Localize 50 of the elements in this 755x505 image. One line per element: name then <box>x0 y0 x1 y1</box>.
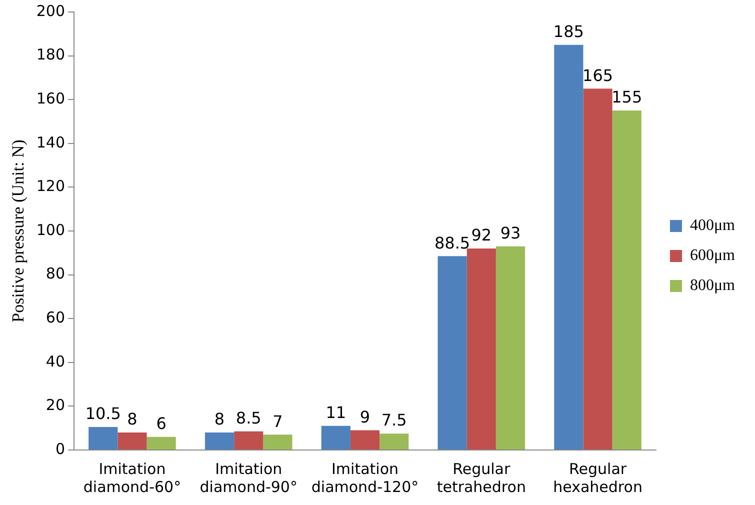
data-label: 9 <box>360 407 370 426</box>
data-label: 92 <box>471 226 492 245</box>
y-axis-title: Positive pressure (Unit: N) <box>8 140 28 322</box>
y-tick-label: 140 <box>36 133 66 152</box>
data-label: 11 <box>326 403 346 422</box>
y-tick-label: 60 <box>46 308 66 326</box>
bar <box>118 432 147 450</box>
bar <box>438 256 467 450</box>
data-label: 8.5 <box>236 408 262 428</box>
y-tick-label: 120 <box>36 177 66 196</box>
y-tick-label: 40 <box>46 352 66 370</box>
bar <box>554 44 584 450</box>
data-label: 93 <box>500 223 521 242</box>
y-tick-label: 160 <box>36 89 66 108</box>
x-tick-label: Imitation diamond-90° <box>200 460 298 496</box>
bar <box>88 427 118 450</box>
data-label: 6 <box>156 414 166 434</box>
legend-label: 600μm <box>690 247 736 264</box>
legend-label: 800μm <box>690 277 736 294</box>
x-tick-label: Imitation diamond-60° <box>83 460 182 496</box>
data-label: 7.5 <box>381 410 407 430</box>
bar <box>234 431 264 450</box>
bar <box>380 434 409 450</box>
data-label: 8 <box>214 410 225 429</box>
bar <box>146 436 176 450</box>
data-label: 155 <box>612 88 642 107</box>
data-label: 7 <box>272 412 283 431</box>
y-tick-label: 20 <box>46 396 66 414</box>
y-tick-label: 80 <box>46 264 66 283</box>
data-label: 88.5 <box>434 233 470 252</box>
bar <box>204 432 234 450</box>
data-label: 185 <box>553 22 584 42</box>
data-label: 10.5 <box>85 404 121 424</box>
x-tick-label: Regular hexahedron <box>553 460 642 496</box>
y-tick-label: 200 <box>36 2 66 20</box>
bar <box>350 430 380 450</box>
data-label: 165 <box>582 66 614 85</box>
bar <box>496 246 526 450</box>
y-tick-label: 180 <box>36 46 66 64</box>
bar <box>466 248 496 450</box>
bar <box>612 110 642 450</box>
y-tick-label: 0 <box>55 440 66 458</box>
legend-label: 400μm <box>690 217 736 234</box>
x-tick-label: Regular tetrahedron <box>436 460 526 496</box>
x-tick-label: Imitation diamond-120° <box>311 460 419 496</box>
data-label: 8 <box>127 410 138 429</box>
bar <box>263 434 292 450</box>
bar <box>583 88 612 450</box>
bar <box>321 426 350 450</box>
y-tick-label: 100 <box>36 220 66 239</box>
